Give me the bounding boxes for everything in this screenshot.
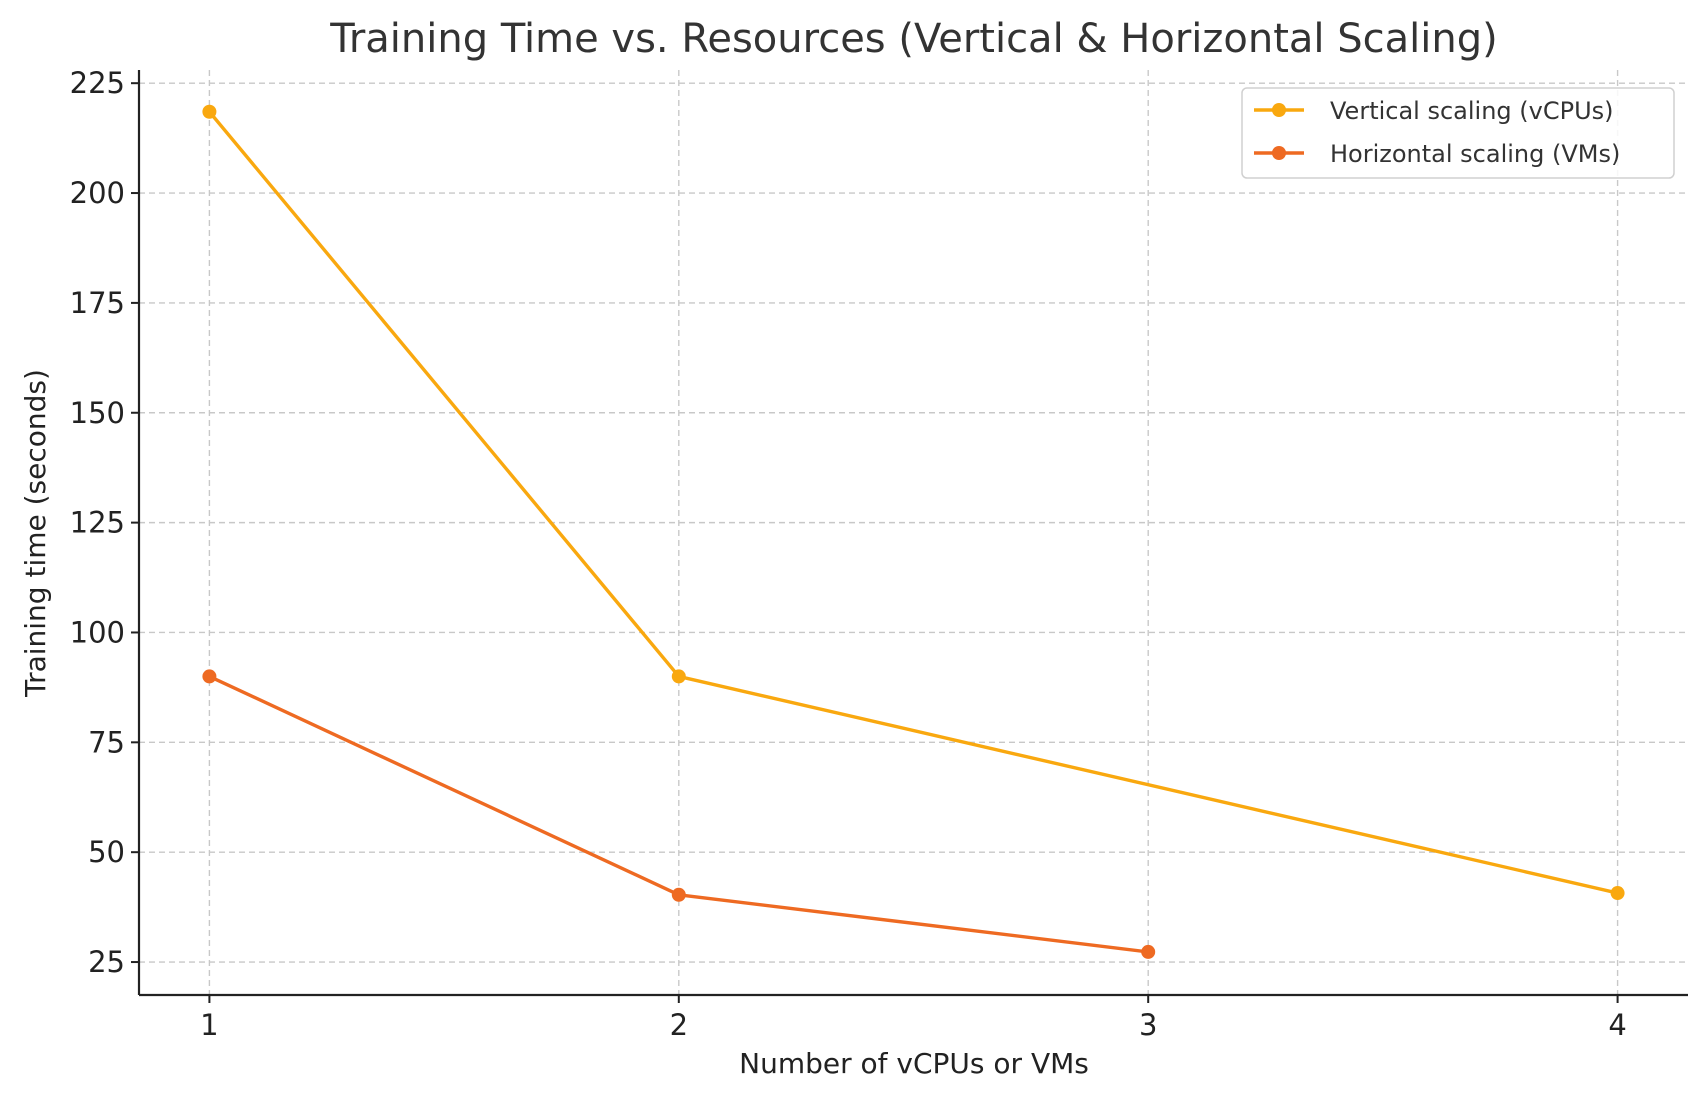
y-tick-label: 75 bbox=[88, 725, 125, 759]
y-tick-label: 150 bbox=[70, 396, 125, 430]
y-tick-label: 175 bbox=[70, 286, 125, 320]
grid bbox=[139, 70, 1688, 995]
x-tick-label: 2 bbox=[670, 1008, 688, 1042]
data-point bbox=[202, 669, 217, 684]
data-point bbox=[1141, 944, 1156, 959]
data-point bbox=[671, 669, 686, 684]
data-point bbox=[202, 104, 217, 119]
legend: Vertical scaling (vCPUs) Horizontal scali… bbox=[1241, 87, 1675, 179]
x-tick-label: 1 bbox=[200, 1008, 218, 1042]
series-group bbox=[202, 104, 1625, 959]
y-tick-label: 25 bbox=[88, 945, 125, 979]
x-tick-label: 4 bbox=[1608, 1008, 1626, 1042]
series-2 bbox=[202, 669, 1156, 959]
y-tick-label: 50 bbox=[88, 835, 125, 869]
data-point bbox=[671, 887, 686, 902]
x-tick-label: 3 bbox=[1139, 1008, 1157, 1042]
y-tick-label: 225 bbox=[70, 66, 125, 100]
y-tick-label: 100 bbox=[70, 615, 125, 649]
y-tick-label: 125 bbox=[70, 506, 125, 540]
axes bbox=[137, 70, 1688, 997]
data-point bbox=[1610, 886, 1625, 901]
legend-swatch-marker bbox=[1272, 103, 1286, 117]
legend-label: Horizontal scaling (VMs) bbox=[1330, 140, 1620, 168]
y-axis-label: Training time (seconds) bbox=[19, 369, 52, 698]
legend-swatch-marker bbox=[1272, 146, 1286, 160]
legend-box bbox=[1241, 87, 1675, 179]
ticks: 1 2 3 4 25 50 75 100 125 150 175 200 225 bbox=[70, 66, 1627, 1042]
x-axis-label: Number of vCPUs or VMs bbox=[739, 1047, 1089, 1080]
series-1 bbox=[202, 104, 1625, 901]
y-tick-label: 200 bbox=[70, 176, 125, 210]
chart-title: Training Time vs. Resources (Vertical & … bbox=[329, 16, 1497, 62]
legend-label: Vertical scaling (vCPUs) bbox=[1330, 97, 1614, 125]
